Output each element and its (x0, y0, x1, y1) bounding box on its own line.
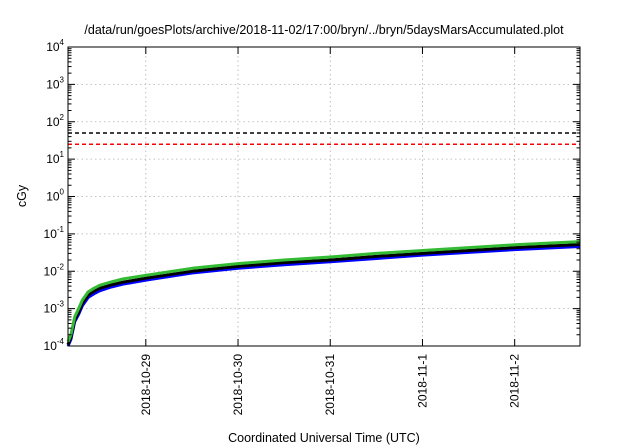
series-line (66, 240, 581, 343)
x-tick-label: 2018-10-29 (139, 354, 153, 416)
y-tick-label: 104 (46, 38, 64, 54)
series-group (66, 240, 581, 347)
y-tick-label: 10-4 (44, 337, 65, 353)
x-tick-label: 2018-10-31 (323, 354, 337, 416)
y-tick-label: 10-2 (44, 262, 65, 278)
x-tick-labels: 2018-10-29 2018-10-30 2018-10-31 2018-11-1 2… (139, 354, 522, 416)
x-tick-label: 2018-10-30 (231, 354, 245, 416)
y-axis-label: cGy (15, 184, 29, 207)
ticks (68, 46, 580, 347)
x-tick-label: 2018-11-1 (415, 354, 429, 408)
y-tick-label: 100 (46, 188, 64, 204)
y-tick-label: 101 (46, 150, 64, 166)
series-line (66, 243, 581, 346)
y-tick-labels: 10-4 10-3 10-2 10-1 100 101 102 103 104 (44, 38, 65, 353)
y-tick-label: 10-1 (44, 225, 65, 241)
grid (68, 47, 580, 346)
chart-title: /data/run/goesPlots/archive/2018-11-02/1… (84, 23, 564, 37)
x-axis-label: Coordinated Universal Time (UTC) (228, 431, 420, 445)
y-tick-label: 103 (46, 75, 64, 91)
y-tick-label: 10-3 (44, 300, 65, 316)
reference-lines (68, 132, 580, 146)
x-tick-label: 2018-11-2 (508, 354, 522, 408)
y-tick-label: 102 (46, 113, 64, 129)
